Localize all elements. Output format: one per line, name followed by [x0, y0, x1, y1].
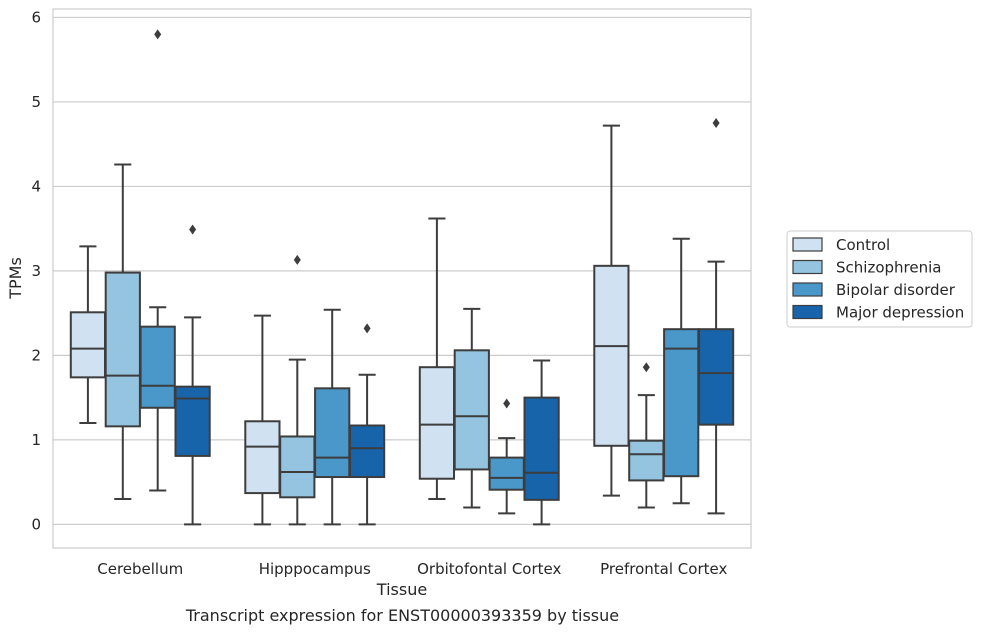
box-body	[104, 271, 141, 428]
box-bipolar-disorder-0	[139, 29, 176, 492]
outlier-point	[642, 362, 650, 373]
legend-swatch	[792, 282, 823, 297]
legend-label: Control	[836, 236, 890, 254]
figure-caption: Transcript expression for ENST0000039335…	[185, 606, 620, 625]
legend: Control Schizophrenia Bipolar disorder Majo…	[786, 230, 973, 328]
x-tick-label: Prefrontal Cortex	[600, 560, 727, 578]
box-body	[488, 456, 525, 491]
legend-swatch	[792, 237, 823, 252]
y-tick-label: 6	[31, 8, 41, 26]
box-body	[139, 325, 176, 409]
box-body	[663, 328, 700, 478]
x-tick-label: Hipppocampus	[259, 560, 371, 578]
y-axis-label: TPMs	[6, 257, 25, 300]
box-body	[314, 387, 351, 479]
box-body	[69, 311, 107, 379]
box-control-2	[418, 217, 456, 500]
box-body	[279, 435, 316, 499]
box-body	[418, 366, 456, 480]
box-body	[697, 328, 735, 426]
legend-label: Schizophrenia	[836, 259, 941, 277]
outlier-point	[503, 398, 511, 409]
x-tick-label: Orbitofontal Cortex	[417, 560, 561, 578]
x-tick-labels: Cerebellum Hipppocampus Orbitofontal Corte…	[97, 560, 727, 578]
box-control-1	[244, 314, 281, 526]
box-body	[348, 424, 386, 479]
box-body	[453, 349, 490, 471]
legend-swatch	[792, 304, 823, 320]
legend-swatch	[792, 259, 823, 275]
boxes	[69, 29, 735, 526]
box-major-depression-1	[348, 323, 386, 526]
y-tick-label: 2	[31, 346, 41, 364]
outlier-point	[363, 323, 371, 334]
box-schizophrenia-1	[279, 254, 316, 526]
y-tick-label: 3	[31, 262, 41, 280]
y-tick-label: 4	[31, 177, 41, 195]
outlier-point	[189, 224, 197, 235]
y-tick-label: 0	[31, 515, 41, 533]
box-bipolar-disorder-3	[663, 237, 700, 505]
x-axis-label: Tissue	[376, 580, 427, 599]
box-schizophrenia-2	[453, 307, 490, 509]
y-tick-label: 5	[31, 93, 41, 111]
box-control-0	[69, 245, 107, 424]
legend-label: Major depression	[836, 304, 964, 322]
box-major-depression-2	[523, 359, 560, 526]
box-schizophrenia-3	[628, 362, 665, 509]
outlier-point	[154, 29, 162, 40]
box-body	[628, 439, 665, 482]
x-tick-label: Cerebellum	[97, 560, 183, 578]
legend-item: Schizophrenia	[792, 259, 941, 277]
legend-item: Control	[792, 236, 890, 254]
legend-label: Bipolar disorder	[836, 281, 956, 299]
box-control-3	[593, 124, 630, 497]
legend-item: Bipolar disorder	[792, 281, 956, 299]
box-body	[523, 396, 560, 501]
box-major-depression-0	[174, 224, 211, 526]
box-body	[174, 385, 211, 457]
box-major-depression-3	[697, 118, 735, 515]
legend-frame	[786, 230, 973, 328]
legend-item: Major depression	[792, 304, 964, 322]
outlier-point	[712, 118, 720, 129]
y-tick-label: 1	[31, 431, 41, 449]
box-bipolar-disorder-1	[314, 308, 351, 526]
outlier-point	[293, 254, 301, 265]
box-body	[593, 264, 630, 447]
y-tick-labels: 0 1 2 3 4 5 6	[31, 8, 41, 533]
box-body	[244, 420, 281, 495]
